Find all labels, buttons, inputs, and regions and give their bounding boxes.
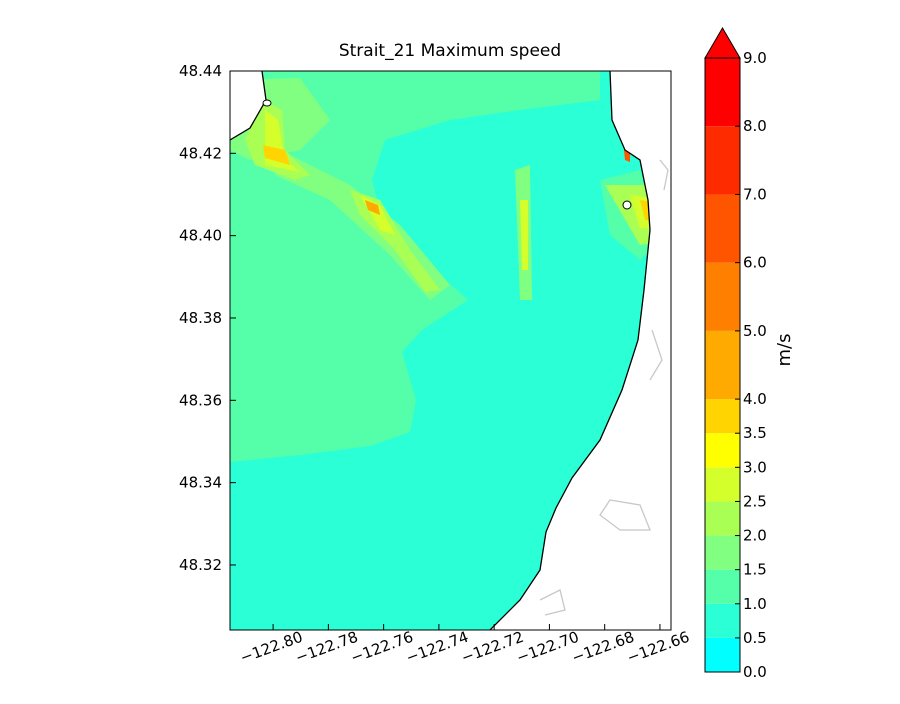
colorbar-band	[705, 399, 740, 434]
y-tick-label: 48.42	[179, 144, 222, 162]
y-tick-label: 48.34	[179, 474, 222, 492]
x-tick-label: −122.72	[459, 628, 526, 667]
colorbar-frame	[704, 57, 741, 673]
y-tick-label: 48.32	[179, 556, 222, 574]
colorbar-band	[705, 603, 740, 638]
colorbar-band	[705, 569, 740, 604]
y-tick-label: 48.38	[179, 309, 222, 327]
x-tick-label: −122.68	[569, 628, 636, 667]
x-tick-label: −122.70	[514, 628, 581, 667]
island	[262, 99, 272, 107]
colorbar-tick-label: 2.0	[743, 527, 767, 545]
speed-region	[520, 200, 528, 270]
colorbar-tick-label: 8.0	[743, 117, 767, 135]
x-tick-label: −122.74	[404, 628, 471, 667]
speed-region	[263, 145, 290, 165]
colorbar-band	[705, 126, 740, 195]
colorbar-extension	[704, 27, 741, 59]
colorbar-band	[705, 467, 740, 502]
land	[230, 71, 671, 630]
colorbar-tick-label: 0.5	[743, 629, 767, 647]
colorbar-tick-label: 3.0	[743, 458, 767, 476]
colorbar-band	[705, 535, 740, 570]
speed-region	[365, 200, 380, 215]
colorbar-tick-label: 6.0	[743, 254, 767, 272]
plot-frame	[229, 70, 672, 631]
chart-title: Strait_21 Maximum speed	[339, 41, 561, 61]
x-tick-label: −122.66	[625, 628, 692, 667]
land-west	[230, 71, 266, 140]
x-tick-label: −122.80	[238, 628, 305, 667]
colorbar-tick-label: 7.0	[743, 185, 767, 203]
coastline	[489, 71, 651, 630]
colorbar-label: m/s	[774, 334, 795, 367]
island	[622, 200, 632, 210]
colorbar-tick-label: 4.0	[743, 390, 767, 408]
colorbar-tick-label: 5.0	[743, 322, 767, 340]
colorbar-tick-label: 0.0	[743, 663, 767, 681]
colorbar-tick-label: 9.0	[743, 49, 767, 67]
colorbar-tick-label: 1.0	[743, 595, 767, 613]
y-tick-label: 48.36	[179, 391, 222, 409]
colorbar-tick-label: 2.5	[743, 492, 767, 510]
land-east	[490, 71, 671, 630]
y-tick-label: 48.40	[179, 227, 222, 245]
colorbar-tick-label: 3.5	[743, 424, 767, 442]
x-tick-label: −122.76	[348, 628, 415, 667]
colorbar-band	[705, 330, 740, 400]
colorbar-band	[705, 501, 740, 536]
coastline	[230, 71, 267, 141]
colorbar-band	[705, 262, 740, 331]
colorbar-band	[705, 58, 740, 127]
colorbar-band	[705, 433, 740, 468]
x-tick-label: −122.78	[293, 628, 360, 667]
colorbar-tick-label: 1.5	[743, 561, 767, 579]
y-tick-label: 48.44	[179, 62, 222, 80]
colorbar-band	[705, 194, 740, 263]
colorbar-band	[705, 637, 740, 672]
depth-contour	[539, 159, 669, 616]
